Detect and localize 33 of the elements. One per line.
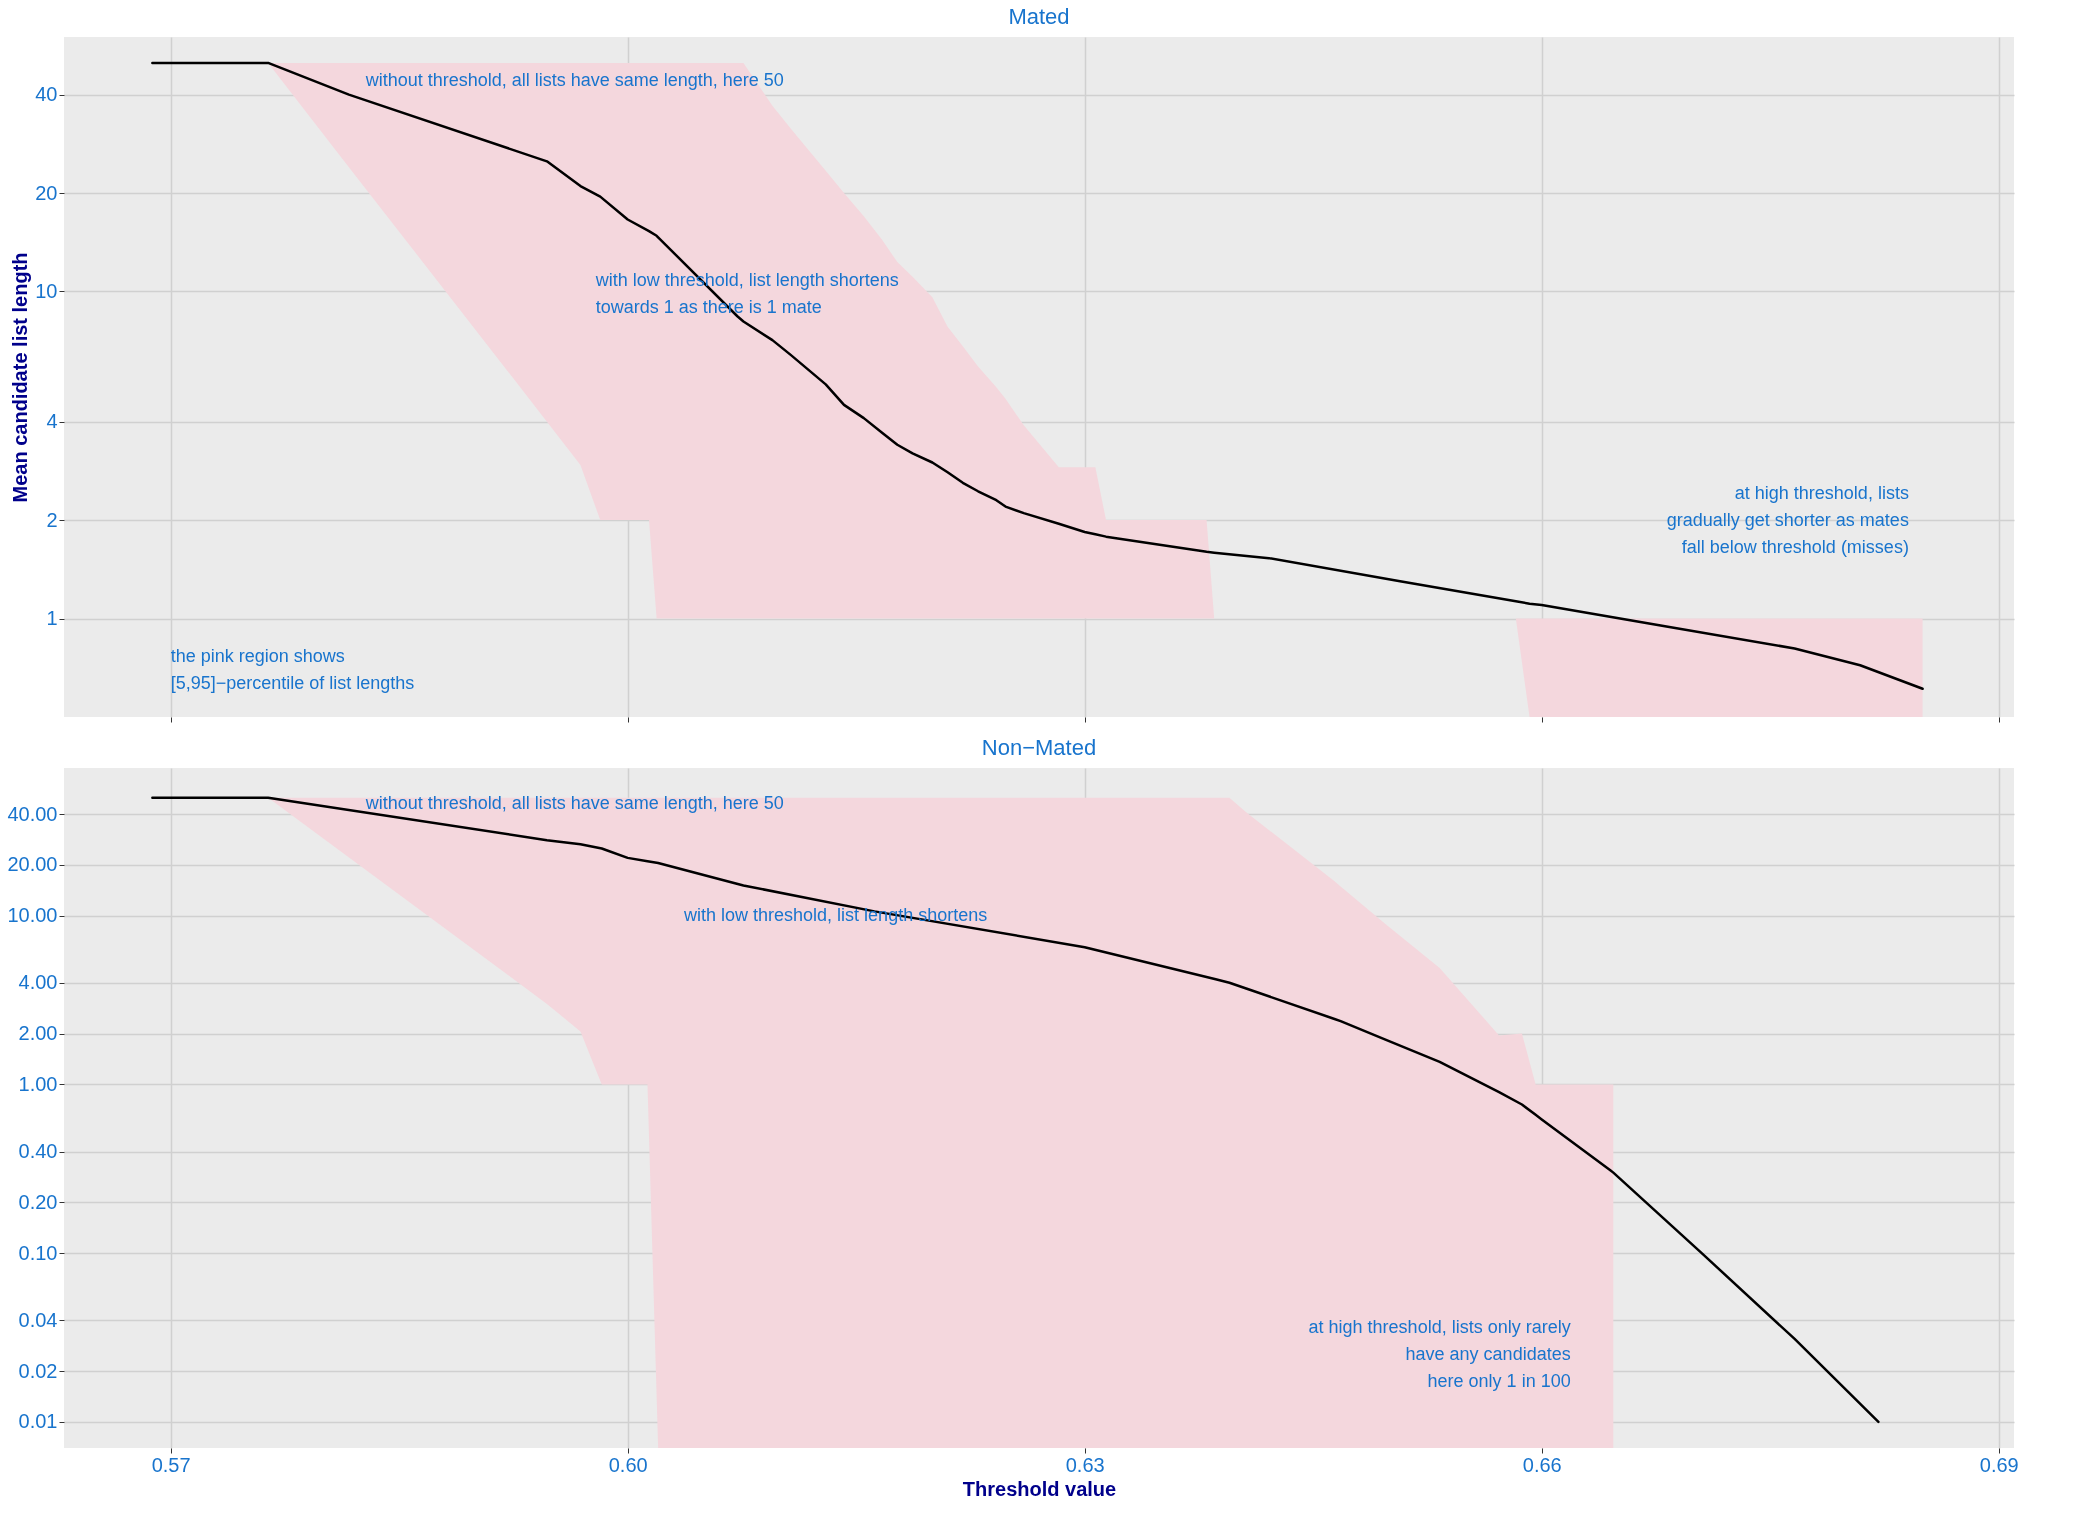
y-tick-label: 2.00 [18, 1022, 58, 1045]
annotation: the pink region shows [5,95]−percentile of list lengths [170, 645, 415, 693]
x-tick-label: 0.66 [1522, 1453, 1562, 1476]
annotation: without threshold, all lists have same length, here 50 [364, 792, 784, 813]
annotation: at high threshold, lists only rarely have any candidates here only 1 in 100 [1308, 1317, 1571, 1392]
annotation: without threshold, all lists have same length, here 50 [364, 70, 784, 91]
x-tick-label: 0.63 [1065, 1453, 1105, 1476]
x-tick-label: 0.57 [151, 1453, 191, 1476]
y-tick-label: 1 [46, 607, 58, 630]
y-tick-label: 40.00 [7, 802, 58, 825]
y-axis-title: Mean candidate list length [9, 252, 32, 503]
y-tick-label: 40 [35, 83, 58, 106]
y-tick-label: 0.01 [18, 1410, 58, 1433]
y-tick-label: 0.20 [18, 1190, 58, 1213]
y-tick-label: 1.00 [18, 1072, 58, 1095]
annotation: at high threshold, lists gradually get shorter as mates fall below threshold (misses) [1666, 482, 1909, 557]
y-tick-label: 20.00 [7, 853, 58, 876]
y-tick-label: 4 [46, 410, 58, 433]
y-tick-label: 10.00 [7, 904, 58, 927]
y-tick-label: 20 [35, 181, 58, 204]
x-axis-title: Threshold value [962, 1477, 1117, 1500]
x-tick-label: 0.69 [1979, 1453, 2019, 1476]
x-tick-label: 0.60 [608, 1453, 648, 1476]
line-series [151, 796, 1880, 1424]
y-tick-label: 2 [46, 508, 58, 531]
chart-title: Non−Mated [981, 735, 1097, 760]
y-tick-label: 0.10 [18, 1241, 58, 1264]
y-tick-label: 0.40 [18, 1140, 58, 1163]
y-tick-label: 0.02 [18, 1359, 58, 1382]
y-tick-label: 0.04 [18, 1308, 58, 1331]
y-tick-label: 4.00 [18, 971, 58, 994]
y-tick-label: 10 [35, 280, 58, 302]
chart-title: Mated [1008, 4, 1070, 29]
